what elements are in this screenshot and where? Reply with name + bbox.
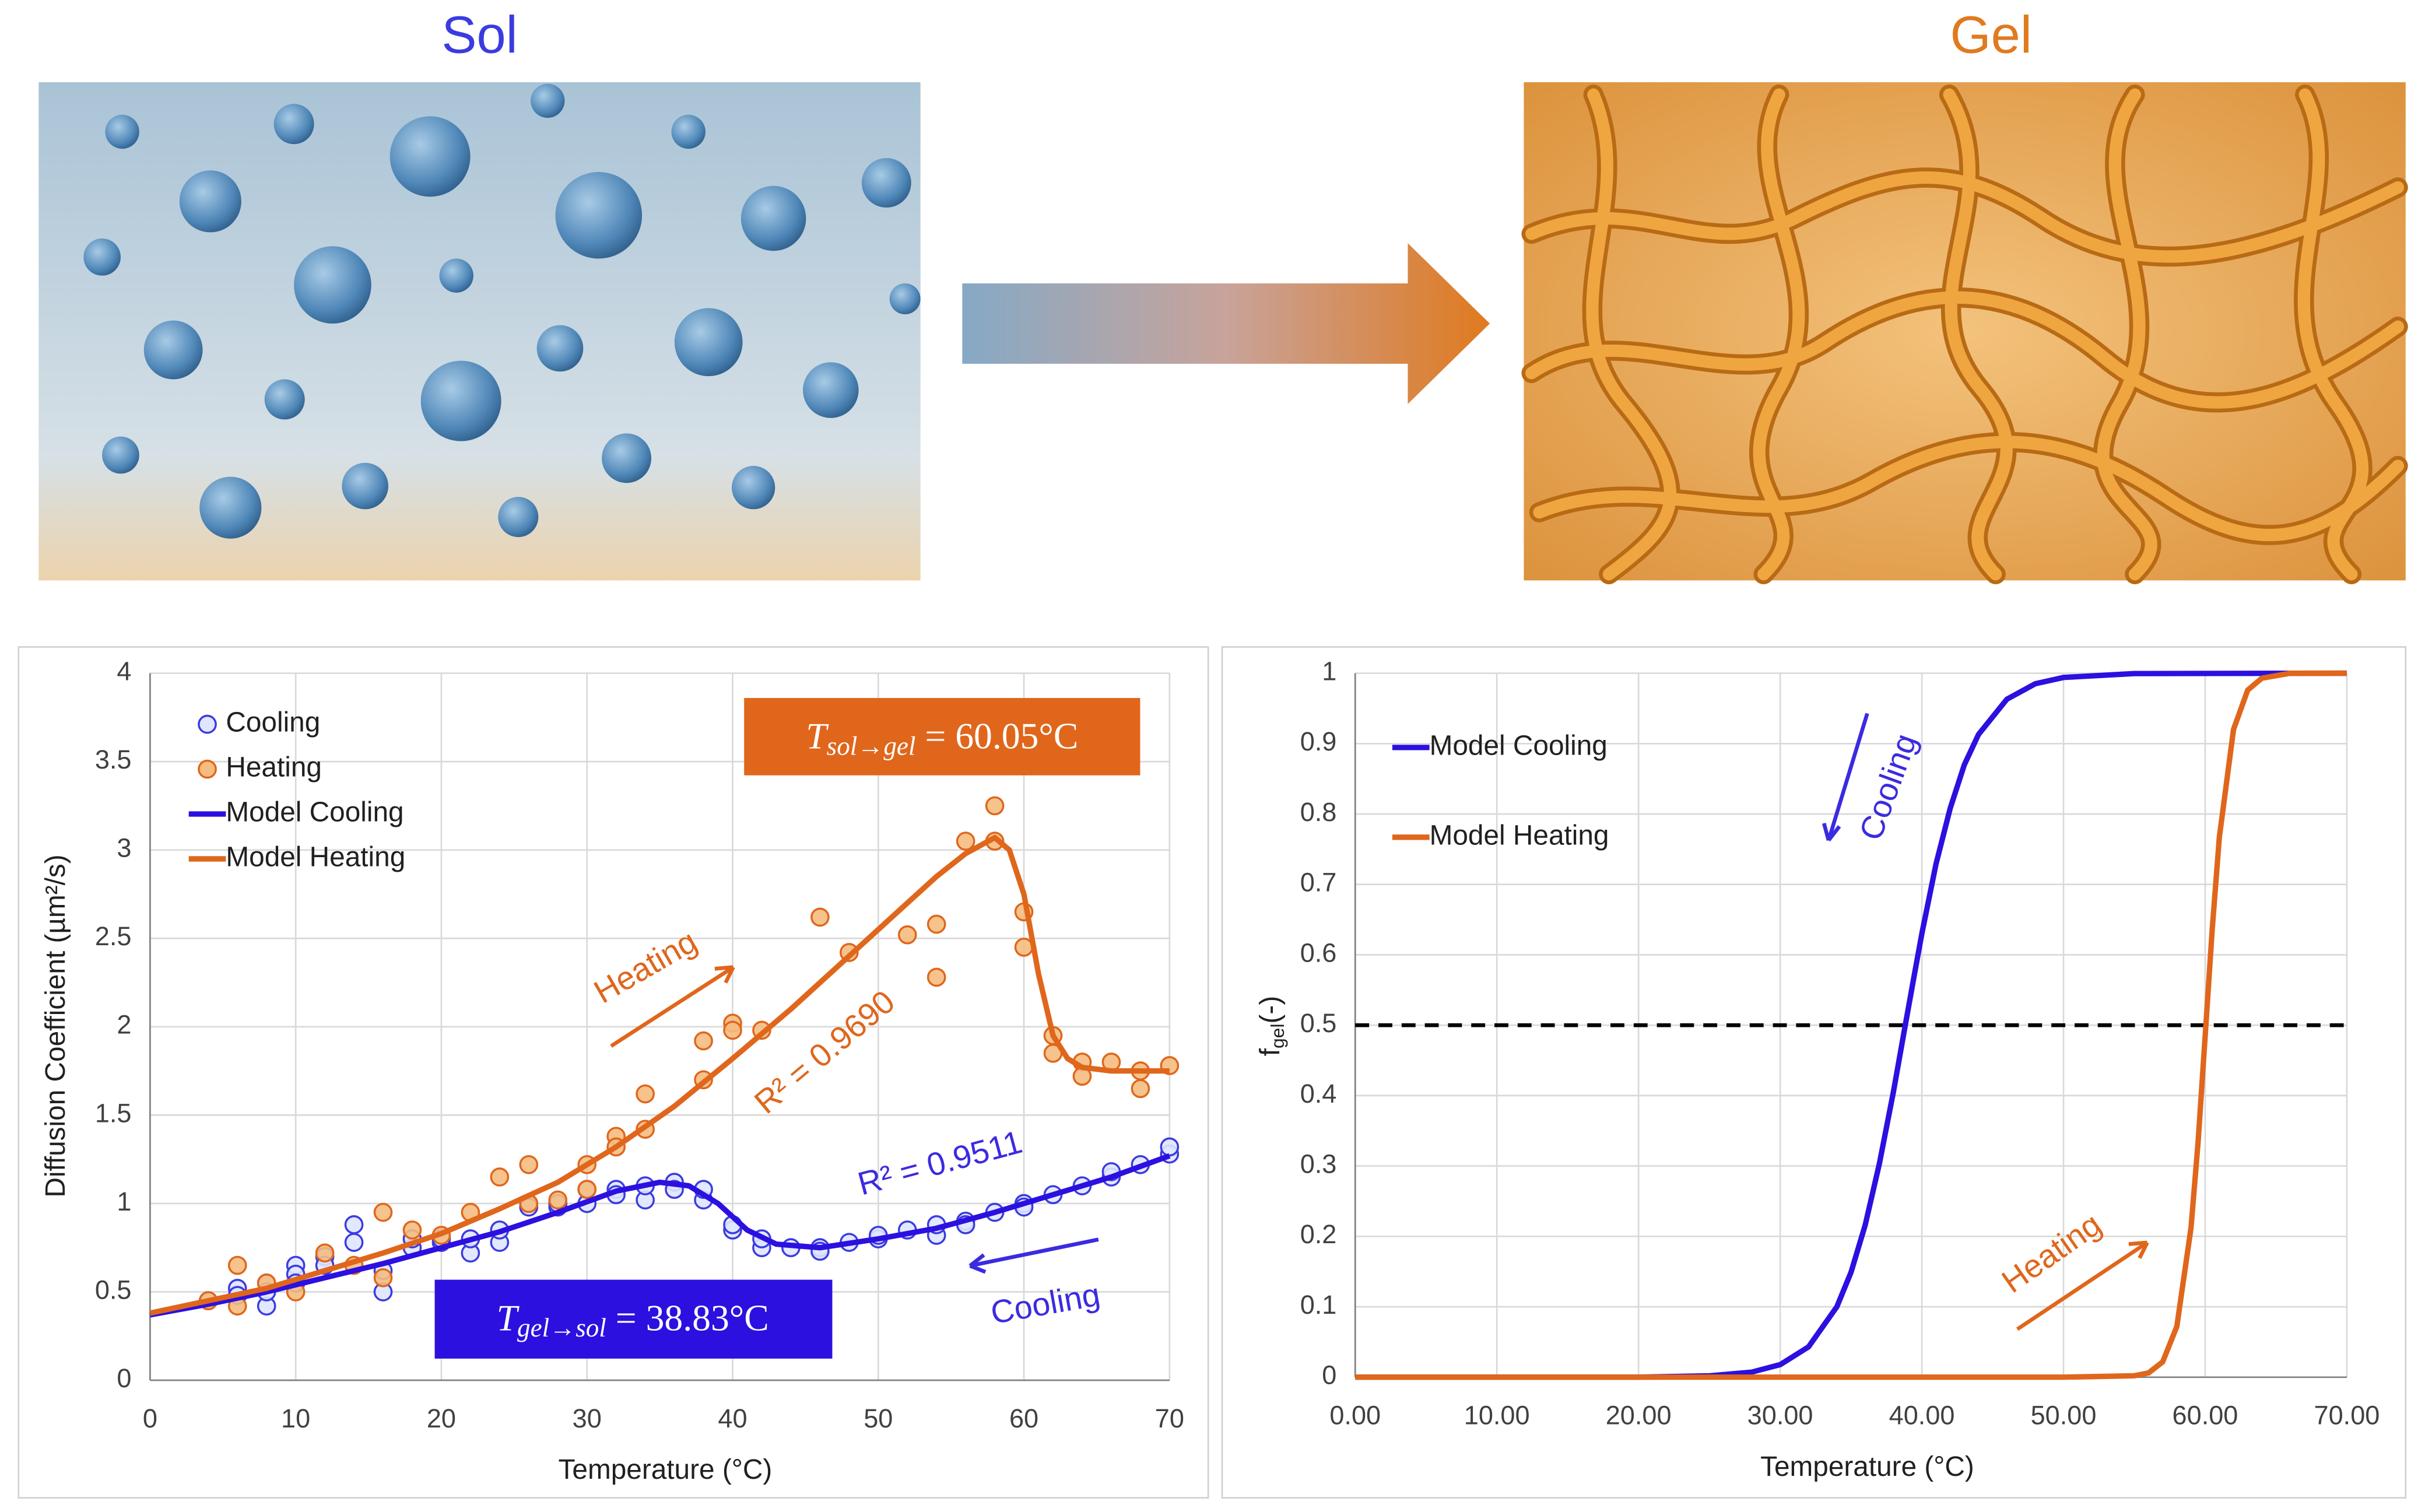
y-tick-label: 0.1	[1300, 1290, 1337, 1320]
legend-label: Model Cooling	[226, 797, 403, 828]
cooling-arrow	[968, 1237, 1099, 1274]
x-tick-label: 50	[864, 1404, 893, 1433]
legend-marker	[198, 714, 217, 734]
legend-marker	[198, 759, 217, 779]
t-gel-sol-box	[434, 1279, 833, 1359]
data-point	[519, 1155, 539, 1174]
data-point	[927, 967, 946, 987]
y-axis-title-main: f	[1255, 1048, 1286, 1056]
model-line	[1355, 670, 2347, 1380]
y-tick-label: 0.6	[1300, 938, 1337, 967]
t-symbol: T	[806, 715, 829, 756]
model-line	[149, 834, 1170, 1316]
data-point	[577, 1180, 597, 1199]
transition-arrow	[962, 243, 1490, 404]
data-point	[344, 1215, 364, 1234]
data-point	[723, 1020, 742, 1040]
y-tick-label: 0	[117, 1363, 131, 1393]
model-line	[149, 1153, 1171, 1318]
heating-arrow	[610, 965, 735, 1048]
data-point	[548, 1190, 568, 1210]
data-point	[227, 1255, 247, 1275]
x-tick-label: 60	[1009, 1404, 1038, 1433]
t-value: = 38.83°C	[616, 1297, 769, 1338]
x-tick-label: 70	[1155, 1404, 1184, 1433]
y-tick-label: 3.5	[95, 745, 132, 774]
x-tick-label: 40	[718, 1404, 747, 1433]
y-tick-label: 4	[117, 656, 131, 686]
y-tick-label: 3	[117, 833, 131, 863]
y-tick-label: 1.5	[95, 1098, 132, 1128]
legend-label: Cooling	[226, 707, 320, 738]
legend-label: Model Cooling	[1430, 731, 1608, 762]
x-tick-label: 10.00	[1464, 1401, 1530, 1430]
y-tick-label: 0.2	[1300, 1219, 1337, 1249]
t-value: = 60.05°C	[925, 715, 1078, 756]
y-tick-label: 0.8	[1300, 797, 1337, 827]
y-tick-label: 0.7	[1300, 868, 1337, 897]
y-axis-title: Diffusion Coefficient (µm²/s)	[40, 854, 71, 1197]
data-point	[490, 1167, 510, 1187]
x-tick-label: 30.00	[1747, 1401, 1813, 1430]
y-tick-label: 0.4	[1300, 1079, 1337, 1108]
y-axis-title-unit: (-)	[1255, 996, 1286, 1024]
gel-illustration	[1521, 82, 2408, 584]
y-tick-label: 1	[1322, 656, 1336, 686]
x-axis-title: Temperature (°C)	[1760, 1451, 1974, 1482]
y-tick-label: 2	[117, 1010, 131, 1040]
x-tick-label: 0	[143, 1404, 157, 1433]
y-tick-label: 0.5	[1300, 1008, 1337, 1038]
data-point	[373, 1268, 393, 1288]
y-tick-label: 0.3	[1300, 1149, 1337, 1179]
x-tick-label: 20.00	[1606, 1401, 1672, 1430]
data-point	[1160, 1137, 1180, 1157]
right-chart-frame	[1221, 646, 2407, 1499]
heating-arrow	[2016, 1240, 2149, 1331]
y-axis-title: fgel(-)	[1255, 996, 1289, 1056]
x-tick-label: 20	[427, 1404, 456, 1433]
legend-label: Model Heating	[226, 842, 405, 873]
legend-label: Model Heating	[1430, 820, 1609, 851]
y-tick-label: 2.5	[95, 921, 132, 951]
x-tick-label: 30	[573, 1404, 602, 1433]
cooling-arrow	[1822, 713, 1869, 842]
data-point	[956, 832, 975, 851]
x-tick-label: 60.00	[2173, 1401, 2238, 1430]
y-tick-label: 0.5	[95, 1275, 132, 1304]
x-tick-label: 50.00	[2031, 1401, 2097, 1430]
data-point	[402, 1220, 422, 1240]
data-point	[897, 925, 917, 945]
gel-title: Gel	[1950, 6, 2032, 65]
data-point	[315, 1243, 335, 1263]
t-sol-gel-box	[744, 698, 1140, 776]
x-axis-title: Temperature (°C)	[559, 1454, 773, 1485]
x-tick-label: 70.00	[2314, 1401, 2380, 1430]
x-tick-label: 10	[281, 1404, 310, 1433]
t-sol-gel: Tsol→gel = 60.05°C	[806, 715, 1078, 761]
y-tick-label: 0	[1322, 1360, 1336, 1390]
legend-label: Heating	[226, 752, 322, 783]
y-tick-label: 1	[117, 1187, 131, 1216]
t-subscript: gel→sol	[517, 1314, 606, 1343]
y-tick-label: 0.9	[1300, 727, 1337, 756]
data-point	[344, 1233, 364, 1252]
y-axis-title-sub: gel	[1268, 1023, 1289, 1048]
t-symbol: T	[497, 1297, 520, 1338]
model-line	[1355, 670, 2347, 1380]
data-point	[1131, 1079, 1150, 1099]
data-point	[373, 1202, 393, 1222]
sol-title: Sol	[441, 6, 517, 65]
data-point	[927, 914, 946, 934]
x-tick-label: 40.00	[1889, 1401, 1955, 1430]
data-point	[985, 796, 1005, 816]
sol-illustration	[38, 82, 921, 581]
x-tick-label: 0.00	[1329, 1401, 1381, 1430]
data-point	[810, 907, 830, 927]
data-point	[636, 1084, 655, 1104]
t-gel-sol: Tgel→sol = 38.83°C	[497, 1297, 769, 1343]
t-subscript: sol→gel	[827, 732, 916, 761]
data-point	[694, 1031, 713, 1051]
